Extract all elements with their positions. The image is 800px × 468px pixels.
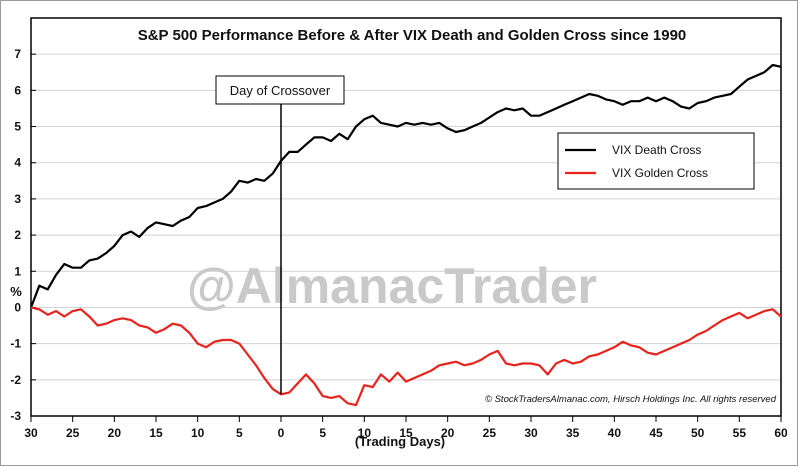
x-tick-label: 50 (691, 426, 705, 440)
x-tick-label: 25 (66, 426, 80, 440)
y-tick-label: -2 (10, 373, 21, 387)
x-axis-ticks: 30 25 20 15 10 5 0 5 10 15 20 25 30 35 40 45 50 55 60 (24, 416, 788, 440)
copyright-credit: © StockTradersAlmanac.com, Hirsch Holdin… (485, 394, 777, 405)
x-tick-label: 40 (608, 426, 622, 440)
crossover-callout-box (215, 75, 345, 105)
x-tick-label: 35 (566, 426, 580, 440)
x-tick-label: 45 (649, 426, 663, 440)
x-tick-label: 15 (149, 426, 163, 440)
x-tick-label: 15 (399, 426, 413, 440)
y-tick-label: 0 (14, 300, 21, 314)
x-tick-label: 5 (319, 426, 326, 440)
x-tick-label: 20 (108, 426, 122, 440)
legend-label-vix-death-cross: VIX Death Cross (612, 143, 701, 157)
x-tick-label: 10 (191, 426, 205, 440)
y-tick-label: 6 (14, 83, 21, 97)
legend-label-vix-golden-cross: VIX Golden Cross (612, 166, 708, 180)
x-tick-label: 30 (24, 426, 38, 440)
legend: VIX Death Cross VIX Golden Cross (557, 132, 755, 190)
x-tick-label: 0 (278, 426, 285, 440)
chart-title: S&P 500 Performance Before & After VIX D… (138, 27, 687, 44)
plot-area (30, 17, 782, 417)
crossover-callout-label: Day of Crossover (230, 83, 331, 98)
y-tick-label: -3 (10, 409, 21, 423)
y-tick-label: 4 (14, 156, 21, 170)
x-tick-label: 60 (774, 426, 788, 440)
x-tick-label: 30 (524, 426, 538, 440)
y-tick-label: 3 (14, 192, 21, 206)
series-lines (29, 63, 782, 407)
gridlines (31, 53, 781, 381)
legend-box (557, 132, 755, 190)
x-axis-title: (Trading Days) (355, 434, 445, 449)
y-tick-label: 1 (14, 264, 21, 278)
x-tick-label: 25 (483, 426, 497, 440)
x-tick-label: 55 (733, 426, 747, 440)
y-axis-title: % (10, 284, 22, 299)
y-tick-label: 5 (14, 120, 21, 134)
y-tick-label: 2 (14, 228, 21, 242)
x-tick-label: 10 (358, 426, 372, 440)
y-tick-label: -1 (10, 337, 21, 351)
x-tick-label: 20 (441, 426, 455, 440)
y-axis-ticks: -3 -2 -1 0 1 2 3 4 5 6 7 (10, 17, 36, 423)
x-tick-label: 5 (236, 426, 243, 440)
series-line-vix-death-cross (29, 63, 782, 308)
watermark-text: @AlmanacTrader (187, 258, 597, 314)
y-tick-label: 7 (14, 47, 21, 61)
series-line-vix-golden-cross (30, 306, 782, 407)
